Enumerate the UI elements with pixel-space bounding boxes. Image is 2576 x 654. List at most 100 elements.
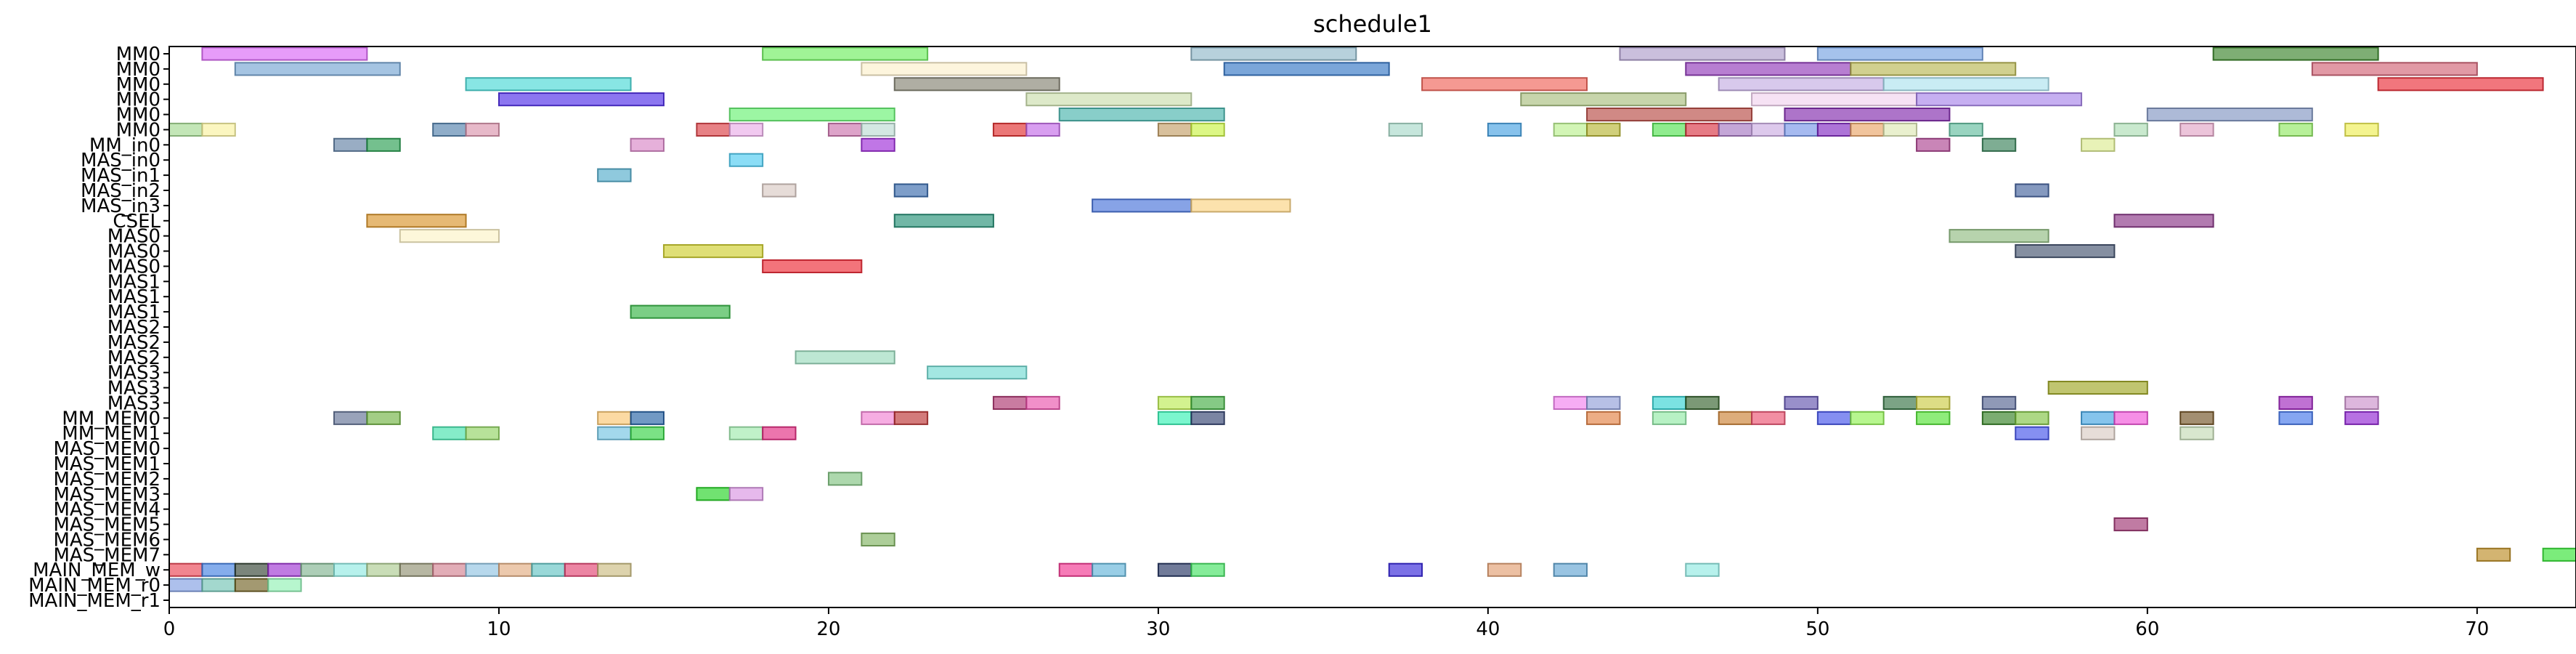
task-bar: [1850, 411, 1885, 425]
task-bar: [201, 562, 236, 577]
x-tick-label: 20: [816, 618, 840, 640]
task-bar: [1882, 395, 1918, 411]
task-bar: [893, 411, 929, 425]
task-bar: [2542, 547, 2576, 562]
task-bar: [1718, 77, 1885, 92]
x-tick-label: 10: [487, 618, 511, 640]
task-bar: [1685, 562, 1720, 577]
task-bar: [1685, 395, 1720, 411]
task-bar: [1784, 395, 1819, 411]
y-tick-label: MAS3: [107, 363, 161, 384]
task-bar: [1025, 122, 1060, 137]
task-bars: [168, 47, 2576, 592]
x-axis: 0 10 20 30 40 50 60 70: [163, 607, 2489, 640]
task-bar: [1487, 562, 1522, 577]
task-bar: [465, 122, 500, 137]
task-bar: [2344, 122, 2379, 137]
task-bar: [2047, 380, 2148, 395]
task-bar: [1751, 92, 1918, 107]
task-bar: [861, 137, 895, 152]
task-bar: [2081, 411, 2116, 425]
task-bar: [201, 578, 236, 592]
task-bar: [432, 122, 467, 137]
task-bar: [2081, 426, 2116, 440]
task-bar: [366, 411, 401, 425]
plot-frame: [168, 46, 2576, 608]
task-bar: [234, 562, 269, 577]
task-bar: [1619, 47, 1786, 61]
task-bar: [728, 487, 764, 501]
y-axis-labels: MM0MM0MM0MM0MM0MM0MM_in0MAS_in0MAS_in1MA…: [28, 44, 169, 612]
task-bar: [1586, 122, 1621, 137]
y-tick-label: MAS_MEM5: [53, 514, 161, 536]
task-bar: [1092, 562, 1126, 577]
y-tick-label: MAS_in3: [81, 195, 161, 217]
y-tick-label: CSEL: [113, 211, 161, 233]
task-bar: [1751, 122, 1786, 137]
y-tick-label: MAIN_MEM_w: [33, 560, 161, 581]
task-bar: [333, 137, 368, 152]
y-tick-label: MAS1: [107, 271, 161, 293]
task-bar: [1816, 411, 1852, 425]
y-tick-label: MAS0: [107, 241, 161, 263]
y-tick-label: MAS_MEM6: [53, 529, 161, 551]
task-bar: [630, 426, 665, 440]
task-bar: [1553, 562, 1588, 577]
task-bar: [992, 395, 1028, 411]
task-bar: [597, 426, 632, 440]
task-bar: [696, 122, 731, 137]
task-bar: [201, 122, 236, 137]
task-bar: [1949, 122, 1983, 137]
task-bar: [1190, 47, 1357, 61]
y-tick-label: MAS_MEM0: [53, 438, 161, 460]
task-bar: [168, 562, 203, 577]
task-bar: [333, 562, 368, 577]
task-bar: [2113, 214, 2214, 228]
task-bar: [1388, 562, 1423, 577]
task-bar: [1586, 395, 1621, 411]
task-bar: [399, 562, 434, 577]
y-tick-label: MAS_in1: [81, 165, 161, 187]
y-tick-label: MM_MEM1: [62, 423, 161, 445]
task-bar: [1784, 107, 1951, 122]
y-tick-label: MM0: [116, 44, 161, 65]
task-bar: [267, 578, 302, 592]
task-bar: [728, 107, 895, 122]
task-bar: [2146, 107, 2313, 122]
y-tick-label: MAIN_MEM_r1: [28, 590, 161, 612]
task-bar: [1586, 411, 1621, 425]
y-tick-label: MAS1: [107, 286, 161, 308]
x-tick-label: 0: [163, 618, 176, 640]
task-bar: [597, 562, 632, 577]
task-bar: [234, 62, 401, 76]
x-tick-label: 40: [1476, 618, 1500, 640]
task-bar: [893, 214, 994, 228]
task-bar: [1223, 62, 1390, 76]
y-tick-label: MAS1: [107, 302, 161, 323]
task-bar: [1487, 122, 1522, 137]
y-tick-label: MM0: [116, 74, 161, 96]
task-bar: [366, 137, 401, 152]
chart-title: schedule1: [1313, 10, 1432, 38]
task-bar: [861, 122, 895, 137]
task-bar: [1421, 77, 1588, 92]
task-bar: [1916, 395, 1951, 411]
y-tick-label: MM0: [116, 59, 161, 81]
task-bar: [267, 562, 302, 577]
task-bar: [2015, 243, 2116, 259]
task-bar: [2344, 411, 2379, 425]
y-tick-label: MAS2: [107, 317, 161, 339]
task-bar: [861, 532, 895, 547]
task-bar: [2113, 517, 2148, 532]
task-bar: [2278, 122, 2313, 137]
task-bar: [861, 411, 895, 425]
task-bar: [168, 122, 203, 137]
task-bar: [2179, 411, 2214, 425]
task-bar: [1882, 77, 2049, 92]
task-bar: [1190, 198, 1291, 213]
x-tick-label: 70: [2465, 618, 2489, 640]
task-bar: [2278, 395, 2313, 411]
task-bar: [1685, 122, 1720, 137]
task-bar: [1520, 92, 1687, 107]
